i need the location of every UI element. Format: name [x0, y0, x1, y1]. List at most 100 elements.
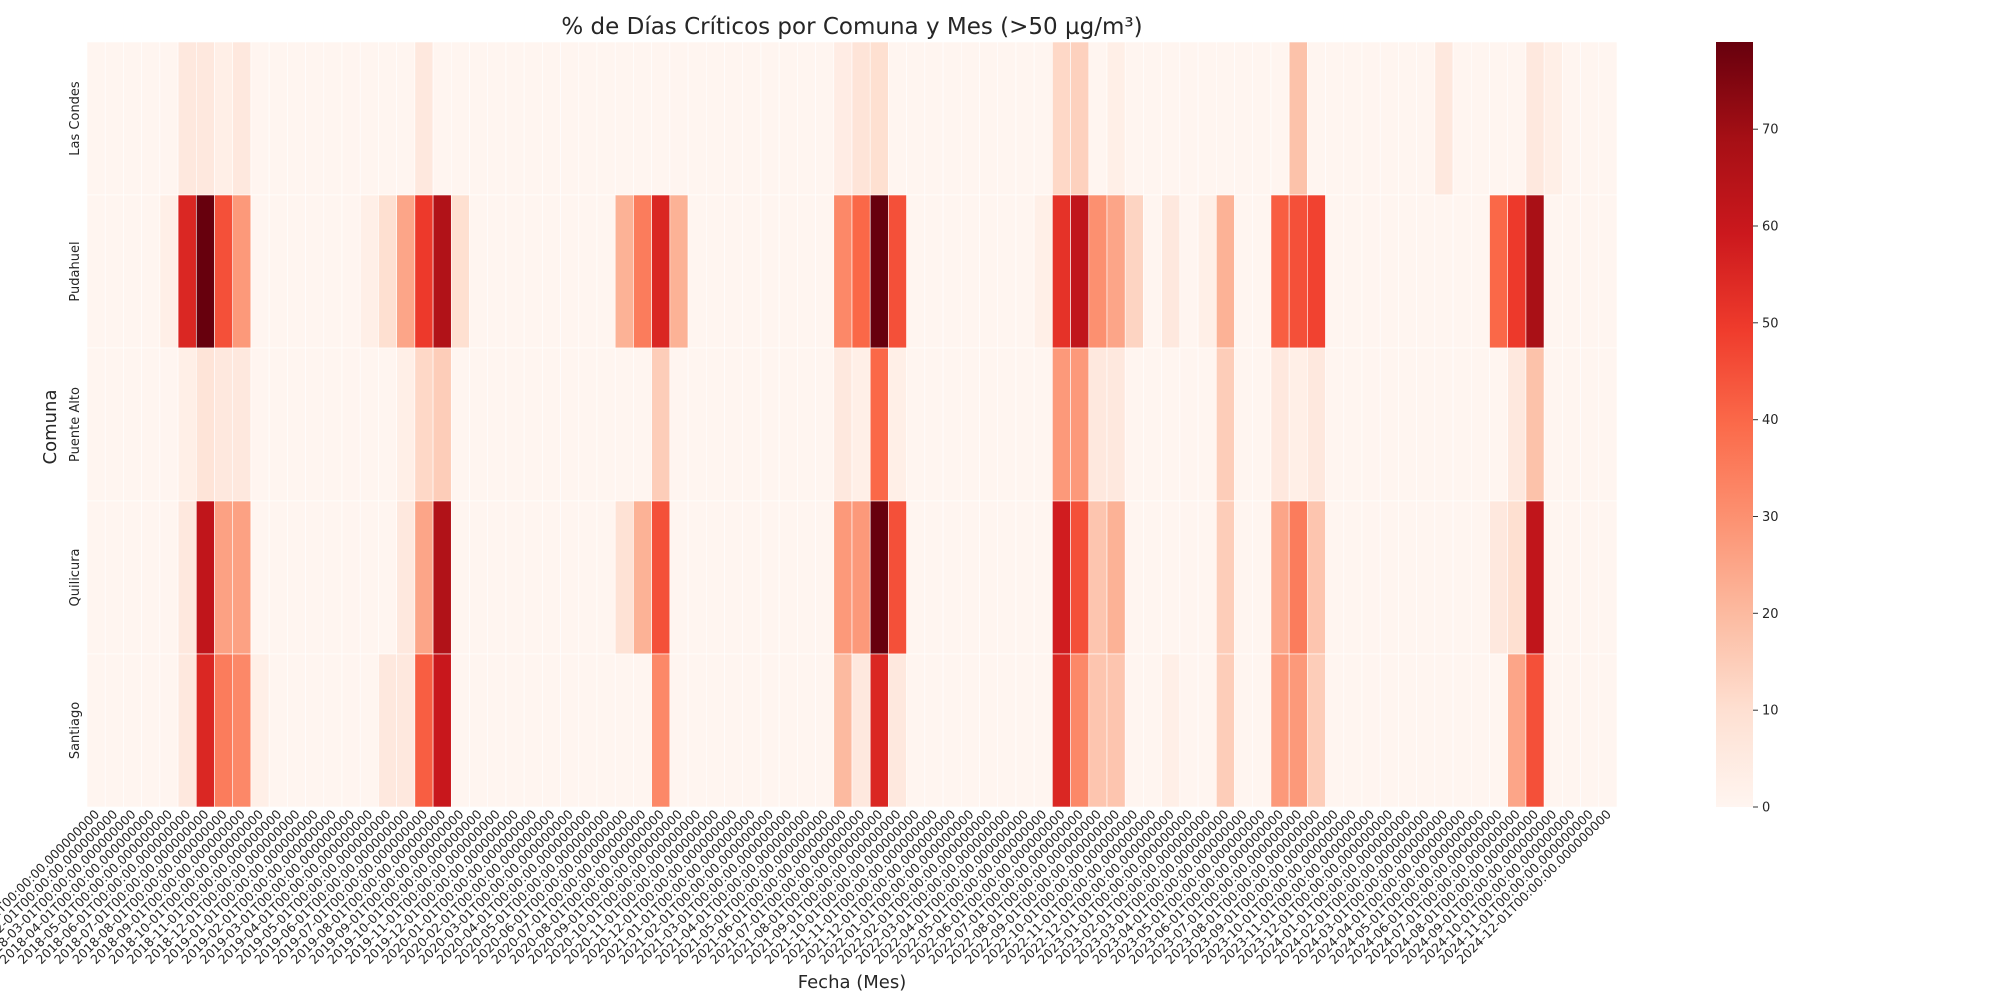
heatmap-cell — [760, 347, 780, 502]
chart-title: % de Días Críticos por Comuna y Mes (>50… — [561, 14, 1142, 40]
heatmap-cell — [669, 194, 689, 349]
heatmap-cell — [450, 347, 470, 502]
heatmap-cell — [177, 194, 197, 349]
heatmap-cell — [141, 194, 161, 349]
heatmap-cell — [1288, 41, 1308, 196]
heatmap-cell — [141, 500, 161, 655]
heatmap-cell — [1307, 194, 1326, 349]
heatmap-cell — [287, 653, 306, 808]
heatmap-cell — [1379, 500, 1399, 655]
heatmap-cell — [214, 41, 234, 196]
heatmap-cell — [614, 194, 634, 349]
heatmap-cell — [1598, 347, 1618, 502]
heatmap-cell — [815, 194, 835, 349]
heatmap-cell — [1470, 347, 1490, 502]
heatmap-cell — [742, 194, 762, 349]
heatmap-cell — [1507, 347, 1527, 502]
heatmap-cell — [177, 347, 197, 502]
heatmap-cell — [687, 194, 707, 349]
heatmap-cell — [1234, 653, 1254, 808]
heatmap-cell — [705, 194, 725, 349]
heatmap-cell — [1361, 653, 1381, 808]
heatmap-cell — [1070, 653, 1090, 808]
heatmap-cell — [195, 347, 215, 502]
heatmap-cell — [86, 194, 106, 349]
heatmap-cell — [123, 653, 142, 808]
heatmap-cell — [1452, 194, 1472, 349]
heatmap-cell — [1252, 41, 1272, 196]
heatmap-cell — [305, 347, 325, 502]
heatmap-cell — [1398, 500, 1417, 655]
heatmap-cell — [1525, 347, 1545, 502]
heatmap-cell — [924, 653, 944, 808]
heatmap-cell — [614, 41, 634, 196]
heatmap-cell — [1143, 500, 1162, 655]
heatmap-cell — [1252, 194, 1272, 349]
heatmap-cell — [1161, 41, 1181, 196]
heatmap-cell — [86, 653, 106, 808]
heatmap-cell — [1470, 41, 1490, 196]
heatmap-cell — [1343, 347, 1363, 502]
heatmap-cell — [1215, 347, 1235, 502]
heatmap-cell — [760, 500, 780, 655]
heatmap-cell — [268, 347, 288, 502]
heatmap-cell — [1270, 500, 1290, 655]
heatmap-cell — [1379, 347, 1399, 502]
heatmap-cell — [523, 194, 543, 349]
heatmap-cell — [1161, 347, 1181, 502]
heatmap-cell — [1088, 653, 1108, 808]
heatmap-cell — [1361, 194, 1381, 349]
heatmap-cell — [1434, 194, 1454, 349]
heatmap-cell — [1015, 500, 1035, 655]
heatmap-cell — [159, 500, 179, 655]
heatmap-cell — [578, 500, 598, 655]
colorbar-ticks: 0 10 20 30 40 50 60 70 — [1753, 123, 1779, 816]
heatmap-cell — [177, 41, 197, 196]
heatmap-cell — [797, 194, 816, 349]
heatmap-cell — [760, 653, 780, 808]
heatmap-cell — [778, 194, 798, 349]
heatmap-cell — [487, 347, 507, 502]
heatmap-cell — [396, 500, 416, 655]
heatmap-cell — [906, 500, 926, 655]
heatmap-cell — [195, 653, 215, 808]
heatmap-cell — [979, 194, 999, 349]
heatmap-cell — [323, 500, 343, 655]
heatmap-cell — [1562, 500, 1581, 655]
heatmap-cell — [1379, 653, 1399, 808]
heatmap-cell — [341, 500, 361, 655]
colorbar-tick-label: 10 — [1762, 704, 1779, 719]
heatmap-cell — [833, 41, 853, 196]
heatmap-cell — [1197, 500, 1217, 655]
heatmap-cell — [469, 500, 489, 655]
heatmap-cell — [669, 347, 689, 502]
heatmap-cell — [104, 347, 124, 502]
heatmap-cell — [359, 41, 379, 196]
heatmap-cell — [833, 347, 853, 502]
heatmap-cell — [1052, 500, 1071, 655]
heatmap-cell — [1179, 194, 1199, 349]
heatmap-cell — [487, 194, 507, 349]
heatmap-cell — [1489, 500, 1509, 655]
heatmap-cell — [1525, 41, 1545, 196]
heatmap-cell — [378, 500, 397, 655]
heatmap-cell — [724, 500, 744, 655]
heatmap-cell — [724, 41, 744, 196]
heatmap-cell — [195, 41, 215, 196]
heatmap-cell — [1070, 194, 1090, 349]
heatmap-cell — [450, 500, 470, 655]
heatmap-cell — [432, 653, 452, 808]
heatmap-cell — [1398, 194, 1417, 349]
heatmap-cell — [705, 41, 725, 196]
heatmap-cell — [633, 653, 652, 808]
heatmap-cell — [1580, 194, 1600, 349]
heatmap-cell — [979, 653, 999, 808]
heatmap-cell — [724, 194, 744, 349]
heatmap-cell — [1270, 347, 1290, 502]
heatmap-cell — [505, 347, 525, 502]
heatmap-cell — [942, 653, 962, 808]
heatmap-cell — [1452, 500, 1472, 655]
heatmap-cell — [505, 500, 525, 655]
heatmap-cell — [1543, 41, 1563, 196]
heatmap-cell — [633, 347, 652, 502]
